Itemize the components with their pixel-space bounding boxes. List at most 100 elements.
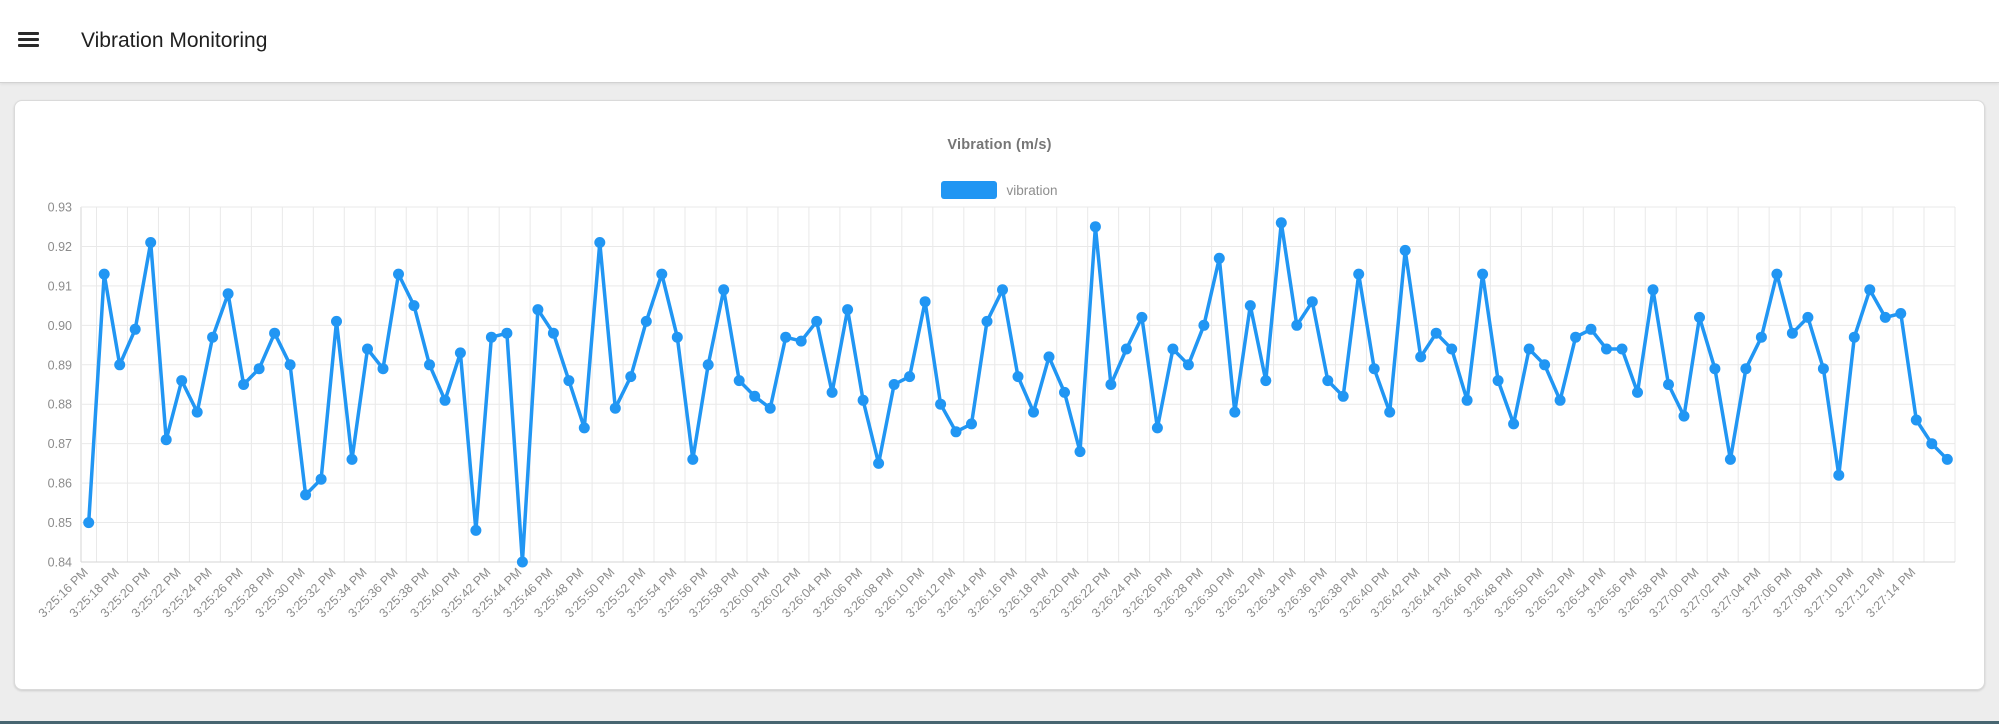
data-point[interactable] — [83, 517, 95, 529]
data-point[interactable] — [1477, 268, 1489, 280]
data-point[interactable] — [749, 390, 761, 402]
data-point[interactable] — [1647, 284, 1659, 296]
data-point[interactable] — [1198, 319, 1210, 331]
data-point[interactable] — [1136, 311, 1148, 323]
data-point[interactable] — [408, 300, 420, 312]
data-point[interactable] — [1337, 390, 1349, 402]
data-point[interactable] — [1043, 351, 1055, 363]
data-point[interactable] — [1740, 363, 1752, 375]
data-point[interactable] — [269, 327, 281, 339]
data-point[interactable] — [1368, 363, 1380, 375]
data-point[interactable] — [222, 288, 234, 300]
data-point[interactable] — [594, 237, 606, 248]
data-point[interactable] — [578, 422, 590, 434]
data-point[interactable] — [842, 304, 854, 316]
data-point[interactable] — [1492, 375, 1504, 387]
data-point[interactable] — [145, 237, 157, 248]
data-point[interactable] — [1508, 418, 1520, 430]
data-point[interactable] — [873, 457, 885, 469]
data-point[interactable] — [1306, 296, 1318, 308]
data-point[interactable] — [966, 418, 977, 430]
data-point[interactable] — [656, 268, 668, 280]
data-point[interactable] — [1879, 311, 1891, 323]
data-point[interactable] — [362, 343, 373, 355]
data-point[interactable] — [733, 375, 745, 387]
data-point[interactable] — [98, 268, 110, 280]
data-point[interactable] — [1616, 343, 1628, 355]
data-point[interactable] — [331, 315, 342, 327]
data-point[interactable] — [1446, 343, 1458, 355]
data-point[interactable] — [888, 379, 900, 390]
data-point[interactable] — [1926, 438, 1938, 450]
data-point[interactable] — [671, 331, 683, 343]
data-point[interactable] — [485, 331, 497, 343]
data-point[interactable] — [207, 331, 219, 343]
data-point[interactable] — [114, 359, 126, 371]
data-point[interactable] — [1802, 311, 1814, 323]
data-point[interactable] — [1430, 327, 1442, 339]
data-point[interactable] — [1260, 375, 1272, 387]
data-point[interactable] — [1151, 422, 1163, 434]
data-point[interactable] — [346, 453, 358, 465]
data-point[interactable] — [780, 331, 792, 343]
data-point[interactable] — [1817, 363, 1829, 375]
data-point[interactable] — [1632, 386, 1643, 398]
data-point[interactable] — [1910, 414, 1922, 426]
data-point[interactable] — [935, 398, 947, 410]
data-point[interactable] — [1384, 406, 1396, 418]
data-point[interactable] — [1554, 394, 1566, 406]
data-point[interactable] — [284, 359, 296, 371]
data-point[interactable] — [1895, 308, 1907, 319]
data-point[interactable] — [238, 379, 250, 390]
data-point[interactable] — [1059, 386, 1070, 398]
data-point[interactable] — [191, 406, 203, 418]
data-point[interactable] — [1755, 331, 1767, 343]
data-point[interactable] — [625, 371, 637, 383]
data-point[interactable] — [1663, 379, 1674, 390]
data-point[interactable] — [439, 394, 451, 406]
data-point[interactable] — [1229, 406, 1241, 418]
data-point[interactable] — [501, 327, 513, 339]
data-point[interactable] — [300, 489, 312, 501]
data-point[interactable] — [1012, 371, 1024, 383]
data-point[interactable] — [1399, 244, 1411, 256]
data-point[interactable] — [1089, 221, 1101, 233]
data-point[interactable] — [454, 347, 466, 359]
data-point[interactable] — [1539, 359, 1551, 371]
data-point[interactable] — [1167, 343, 1179, 355]
data-point[interactable] — [160, 434, 172, 446]
hamburger-menu-icon[interactable] — [18, 32, 39, 48]
data-point[interactable] — [1941, 453, 1953, 465]
data-point[interactable] — [640, 315, 652, 327]
data-point[interactable] — [1585, 323, 1597, 335]
data-point[interactable] — [1771, 268, 1783, 280]
data-point[interactable] — [1074, 446, 1086, 458]
chart-legend[interactable]: vibration — [15, 181, 1984, 199]
data-point[interactable] — [424, 359, 435, 371]
data-point[interactable] — [687, 453, 699, 465]
data-point[interactable] — [1570, 331, 1582, 343]
data-point[interactable] — [1120, 343, 1132, 355]
data-point[interactable] — [981, 315, 993, 327]
data-point[interactable] — [857, 394, 869, 406]
data-point[interactable] — [1864, 284, 1876, 296]
data-point[interactable] — [1724, 453, 1736, 465]
data-point[interactable] — [718, 284, 730, 296]
data-point[interactable] — [1694, 311, 1705, 323]
data-point[interactable] — [176, 375, 188, 387]
data-point[interactable] — [1322, 375, 1334, 387]
data-point[interactable] — [1353, 268, 1365, 280]
data-point[interactable] — [1461, 394, 1473, 406]
data-point[interactable] — [1291, 319, 1303, 331]
data-point[interactable] — [609, 402, 621, 414]
data-point[interactable] — [393, 268, 404, 280]
data-point[interactable] — [1678, 410, 1690, 422]
data-point[interactable] — [997, 284, 1008, 296]
data-point[interactable] — [1523, 343, 1535, 355]
data-point[interactable] — [563, 375, 575, 387]
data-point[interactable] — [1709, 363, 1721, 375]
data-point[interactable] — [1213, 252, 1225, 264]
data-point[interactable] — [1028, 406, 1039, 418]
data-point[interactable] — [516, 556, 528, 568]
data-point[interactable] — [470, 524, 482, 536]
